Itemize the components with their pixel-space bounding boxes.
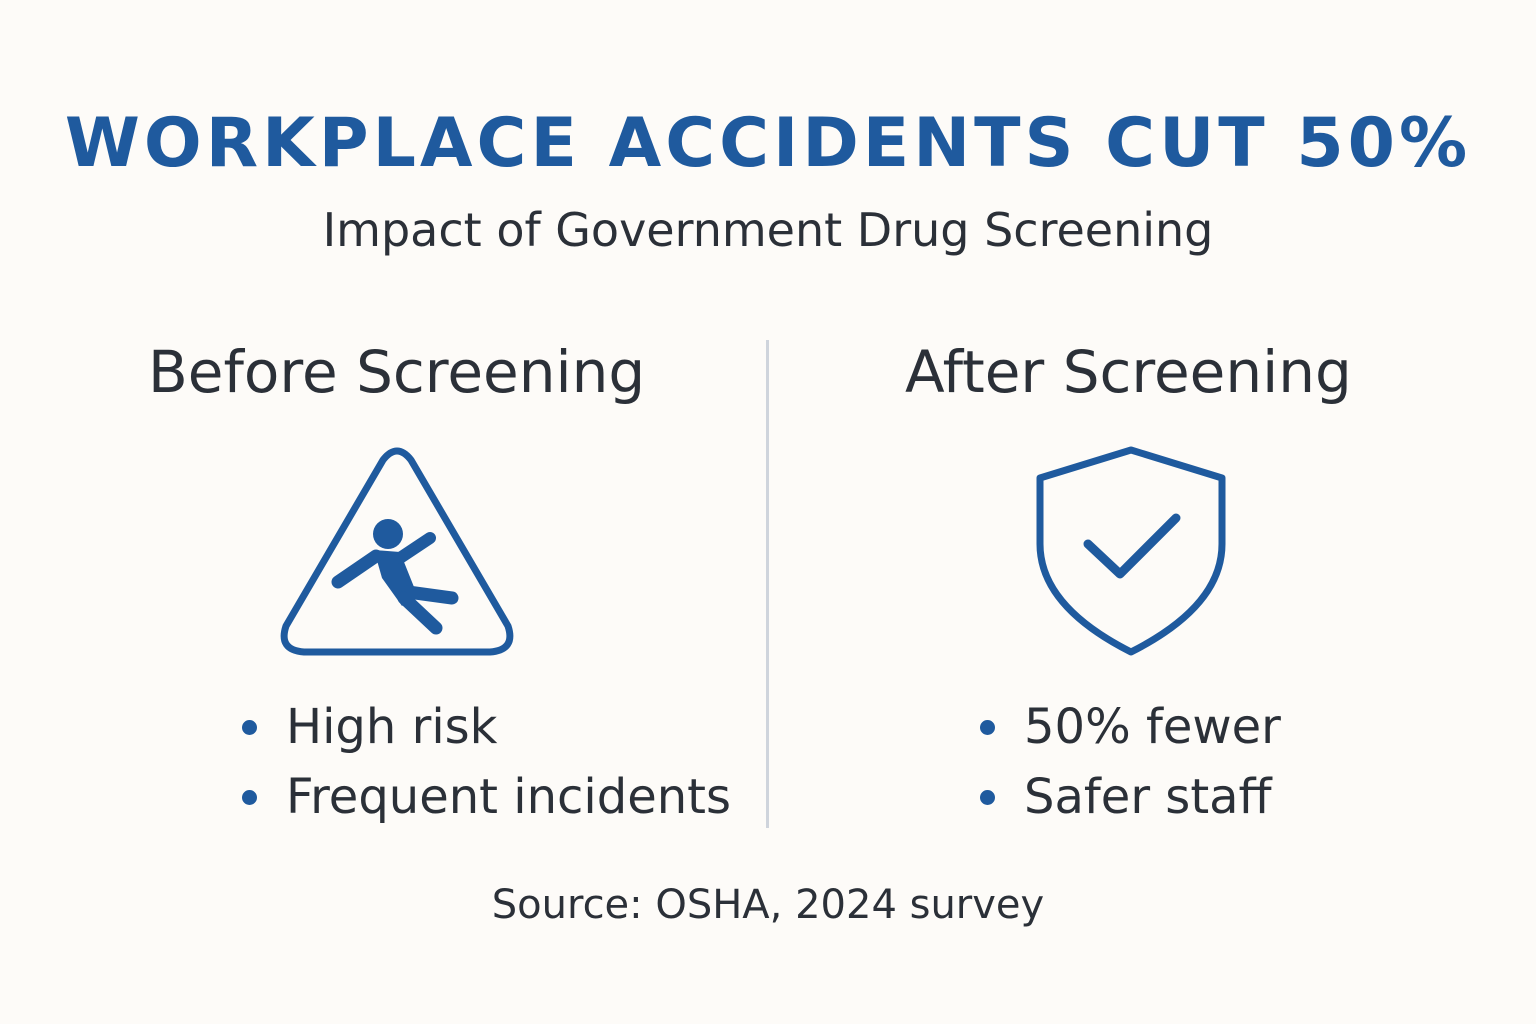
slip-warning-icon <box>280 447 514 656</box>
bullet-dot-icon <box>242 790 257 805</box>
before-bullet-list: High risk Frequent incidents <box>238 692 731 832</box>
page-subtitle: Impact of Government Drug Screening <box>322 203 1214 257</box>
bullet-dot-icon <box>242 720 257 735</box>
source-note: Source: OSHA, 2024 survey <box>491 882 1045 928</box>
list-item: Safer staff <box>976 762 1281 832</box>
list-item: High risk <box>238 692 731 762</box>
list-item: 50% fewer <box>976 692 1281 762</box>
list-item: Frequent incidents <box>238 762 731 832</box>
list-item-label: 50% fewer <box>1024 699 1281 755</box>
bullet-dot-icon <box>980 720 995 735</box>
list-item-label: Safer staff <box>1024 769 1272 825</box>
column-divider <box>766 340 769 828</box>
list-item-label: High risk <box>286 699 498 755</box>
page-title: WORKPLACE ACCIDENTS CUT 50% <box>64 104 1472 183</box>
list-item-label: Frequent incidents <box>286 769 731 825</box>
bullet-dot-icon <box>980 790 995 805</box>
shield-check-icon <box>1036 446 1226 656</box>
after-heading: After Screening <box>905 338 1352 406</box>
before-heading: Before Screening <box>148 338 646 406</box>
after-bullet-list: 50% fewer Safer staff <box>976 692 1281 832</box>
